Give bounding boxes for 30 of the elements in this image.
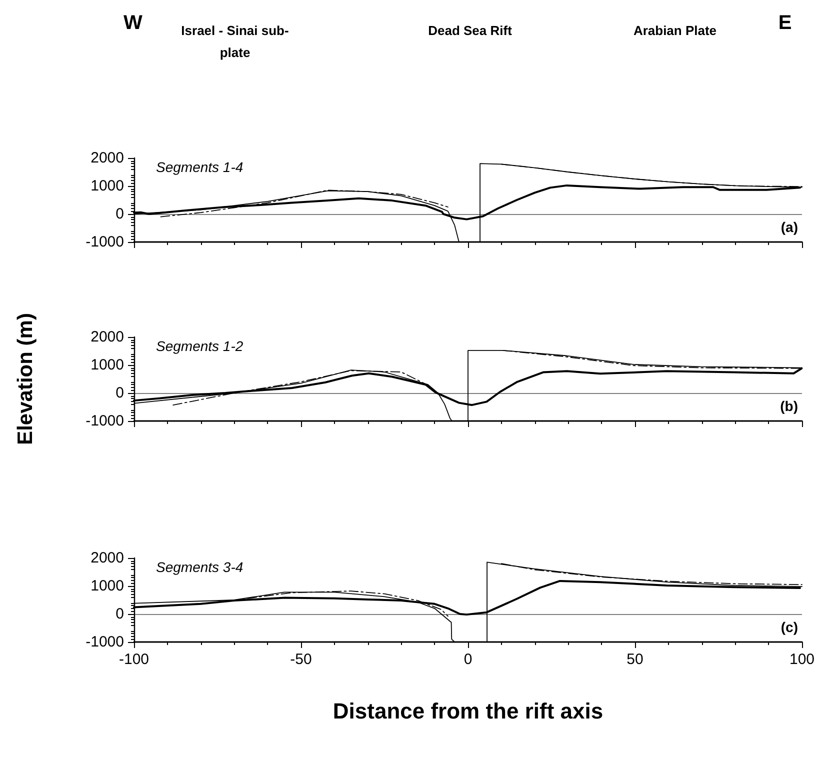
x-axis-title: Distance from the rift axis — [332, 698, 604, 724]
annotation: (a) — [780, 219, 798, 235]
text: Israel - Sinai sub-plate — [180, 22, 290, 62]
y-axis-title: Elevation (m) — [14, 313, 37, 445]
text: E — [777, 12, 793, 34]
x-tick-label: 100 — [789, 651, 815, 668]
y-tick-label: 0 — [116, 384, 124, 402]
y-tick-label: 1000 — [90, 578, 124, 594]
y-tick-label: 2000 — [90, 328, 124, 346]
y-tick-label: 1000 — [90, 356, 124, 374]
annotation: (c) — [780, 619, 798, 635]
x-tick-label: 50 — [626, 651, 644, 668]
y-tick-label: 0 — [116, 206, 124, 222]
y-tick-label: 2000 — [90, 550, 124, 566]
y-tick-label: -1000 — [86, 412, 124, 430]
annotation: Segments 1-2 — [156, 338, 244, 354]
annotation: (b) — [780, 398, 798, 414]
text: W — [122, 12, 144, 34]
x-tick-label: -50 — [290, 651, 312, 668]
y-tick-label: 0 — [116, 606, 124, 622]
y-tick-label: 2000 — [90, 150, 124, 166]
y-tick-label: -1000 — [86, 234, 124, 250]
x-tick-label: 0 — [464, 651, 472, 668]
text: Dead Sea Rift — [427, 22, 513, 40]
text: Arabian Plate — [632, 22, 718, 40]
y-tick-label: 1000 — [90, 178, 124, 194]
y-tick-label: -1000 — [86, 634, 124, 650]
annotation: Segments 1-4 — [156, 159, 244, 175]
x-tick-label: -100 — [118, 651, 150, 668]
annotation: Segments 3-4 — [156, 559, 244, 575]
